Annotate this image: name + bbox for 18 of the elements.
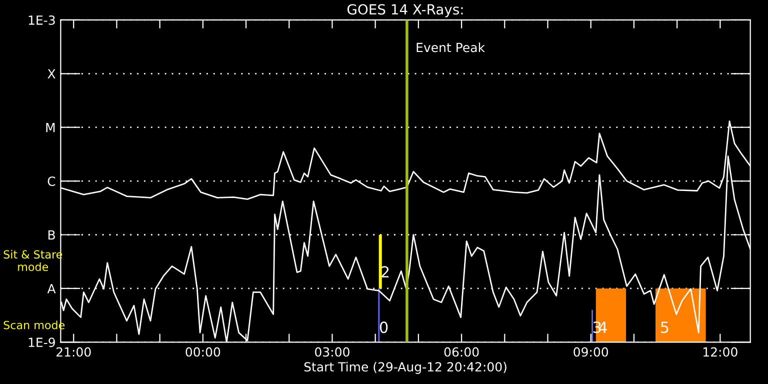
x-tick-label: 03:00 bbox=[315, 347, 350, 357]
x-tick-label: 06:00 bbox=[444, 347, 479, 357]
annotation: 5 bbox=[660, 322, 668, 334]
x-axis-title: Start Time (29-Aug-12 20:42:00) bbox=[304, 362, 506, 374]
annotation: 0 bbox=[380, 322, 388, 334]
y-tick-label: 1E-3 bbox=[28, 15, 55, 25]
y-tick-label: M bbox=[46, 122, 55, 132]
y-tick-label: 1E-9 bbox=[28, 338, 55, 348]
y-tick-label: A bbox=[47, 284, 56, 294]
x-tick-label: 21:00 bbox=[56, 347, 91, 357]
x-tick-label: 09:00 bbox=[574, 347, 608, 357]
ref-line-label: Event Peak bbox=[416, 42, 485, 52]
x-tick-label: 12:00 bbox=[704, 347, 738, 357]
y-tick-label: B bbox=[48, 230, 55, 240]
chart-title: GOES 14 X-Rays: bbox=[347, 4, 463, 18]
y-tick-label: C bbox=[48, 176, 56, 186]
y-tick-label: X bbox=[48, 69, 56, 78]
x-tick-label: 00:00 bbox=[186, 347, 220, 357]
